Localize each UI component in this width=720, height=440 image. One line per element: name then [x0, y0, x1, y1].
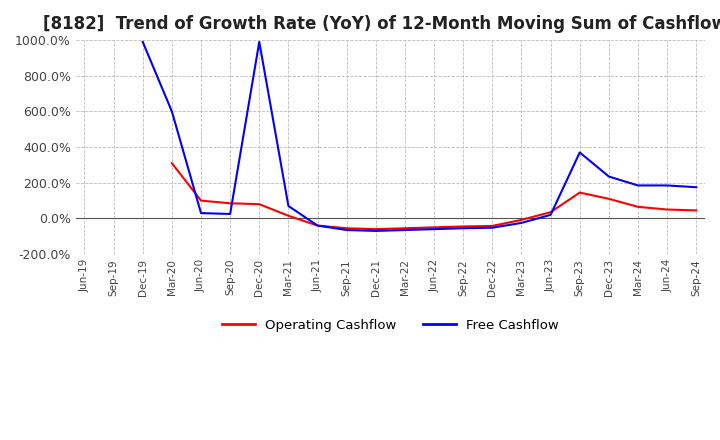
Title: [8182]  Trend of Growth Rate (YoY) of 12-Month Moving Sum of Cashflows: [8182] Trend of Growth Rate (YoY) of 12-… — [43, 15, 720, 33]
Legend: Operating Cashflow, Free Cashflow: Operating Cashflow, Free Cashflow — [216, 314, 564, 337]
